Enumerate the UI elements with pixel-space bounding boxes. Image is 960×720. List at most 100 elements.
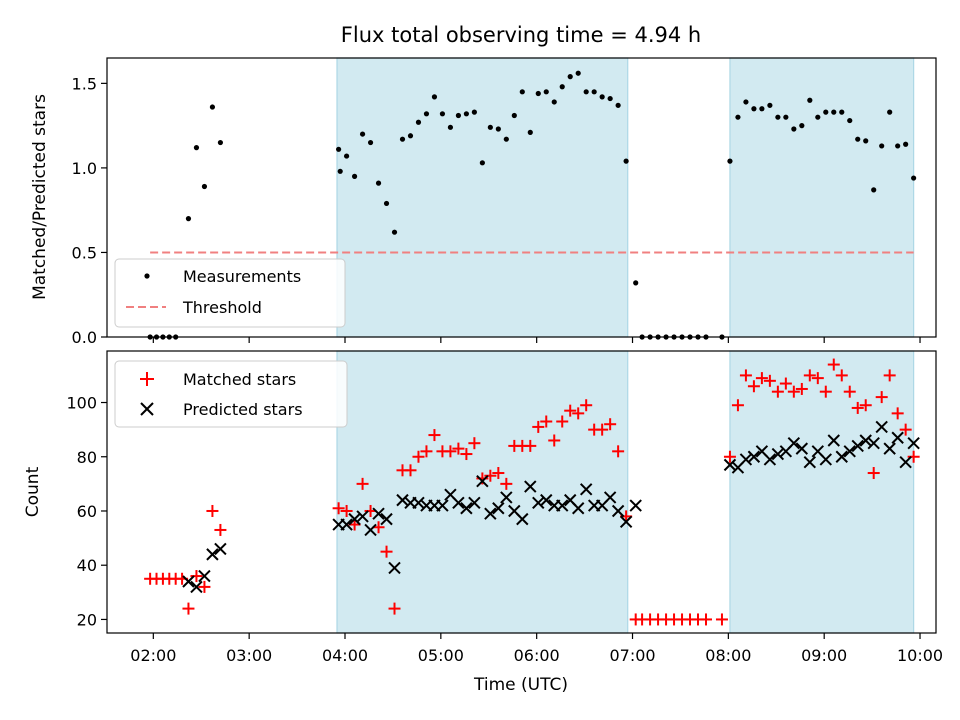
legend-measurements-label: Measurements xyxy=(183,267,301,286)
measurement-point xyxy=(463,111,469,117)
matched-star-point xyxy=(340,504,353,517)
measurement-point xyxy=(887,109,893,115)
predicted-star-point xyxy=(476,474,489,488)
observing-window-shading xyxy=(336,57,915,338)
measurement-point xyxy=(911,175,917,181)
counts-points xyxy=(144,358,920,626)
measurement-point xyxy=(815,114,821,120)
matched-star-point xyxy=(715,613,728,626)
measurement-point xyxy=(839,109,845,115)
shaded-interval-1 xyxy=(336,57,629,338)
predicted-star-point xyxy=(899,455,912,469)
matched-star-point xyxy=(460,448,473,461)
bottom-y-ticks: 20 40 60 80 100 xyxy=(66,394,107,629)
matched-star-point xyxy=(779,377,792,390)
predicted-star-point xyxy=(819,453,832,466)
measurement-point xyxy=(767,102,773,108)
y-tick-label: 1.0 xyxy=(72,159,97,178)
top-y-ticks: 0.0 0.5 1.0 1.5 xyxy=(72,74,107,347)
bottom-axes-frame xyxy=(106,350,937,634)
predicted-star-point xyxy=(412,496,425,510)
matched-star-point xyxy=(380,545,393,558)
predicted-star-point xyxy=(436,499,449,512)
predicted-star-point xyxy=(629,499,642,512)
y-tick-label: 0.5 xyxy=(72,243,97,262)
measurement-point xyxy=(799,123,805,129)
predicted-star-point xyxy=(348,512,361,526)
predicted-star-point xyxy=(556,499,569,512)
measurement-point xyxy=(527,129,533,135)
matched-star-point xyxy=(883,369,896,382)
measurement-point xyxy=(511,112,517,119)
measurement-point xyxy=(201,183,208,190)
shaded-interval-2 xyxy=(729,350,915,634)
top-axes-frame xyxy=(106,57,937,338)
matched-star-point xyxy=(420,445,433,458)
x-tick-label: 05:00 xyxy=(418,646,464,665)
y-tick-label: 80 xyxy=(77,448,97,467)
bottom-y-axis-label: Count xyxy=(23,466,43,517)
measurement-point xyxy=(623,158,629,164)
matched-star-point xyxy=(572,407,585,420)
x-tick-label: 06:00 xyxy=(514,646,560,665)
matched-star-point xyxy=(524,439,537,452)
measurement-point xyxy=(471,109,477,115)
matched-star-point xyxy=(819,385,832,398)
predicted-star-point xyxy=(372,507,385,520)
predicted-star-point xyxy=(452,496,465,510)
measurement-point xyxy=(209,104,216,110)
predicted-star-point xyxy=(619,515,633,529)
y-tick-label: 60 xyxy=(77,502,97,521)
predicted-star-point xyxy=(835,450,848,463)
matched-star-point xyxy=(198,580,211,593)
measurement-point xyxy=(375,180,382,186)
measurement-point xyxy=(735,114,741,120)
top-x-ticks xyxy=(152,337,921,343)
y-tick-label: 100 xyxy=(66,394,97,413)
predicted-star-point xyxy=(364,523,377,537)
measurement-point xyxy=(599,94,605,100)
matched-star-point xyxy=(564,404,577,417)
measurement-point xyxy=(567,74,573,80)
matched-star-point xyxy=(612,445,625,458)
matched-star-point xyxy=(723,450,736,463)
shaded-interval-1 xyxy=(336,350,629,634)
measurement-point xyxy=(743,99,749,105)
y-tick-label: 20 xyxy=(77,610,97,629)
matched-star-point xyxy=(859,399,872,412)
measurement-point xyxy=(847,117,853,124)
matched-star-point xyxy=(452,442,465,455)
matched-star-point xyxy=(795,382,808,395)
matched-star-point xyxy=(811,372,824,385)
predicted-star-point xyxy=(771,447,785,461)
measurement-point xyxy=(503,136,509,142)
matched-star-point xyxy=(739,369,752,382)
matched-star-point xyxy=(532,420,545,433)
x-tick-label: 03:00 xyxy=(226,646,272,665)
matched-star-point xyxy=(755,372,768,385)
predicted-star-point xyxy=(380,512,393,526)
matched-star-point xyxy=(835,369,848,382)
measurement-point xyxy=(879,143,885,149)
legend-measurements-marker xyxy=(144,273,150,279)
measurement-point xyxy=(591,89,597,95)
bottom-legend-box xyxy=(114,360,348,428)
counts-panel: 20 40 60 80 100 02:00 03:00 04:00 05:00 06:00 07:… xyxy=(23,350,943,695)
measurement-point xyxy=(217,139,224,146)
matched-star-point xyxy=(747,380,760,393)
matched-star-point xyxy=(428,429,441,442)
predicted-star-point xyxy=(875,420,888,434)
measurement-point xyxy=(423,111,430,117)
matched-star-point xyxy=(214,523,227,536)
matched-stars-series xyxy=(144,358,920,626)
measurement-point xyxy=(185,216,192,222)
matched-star-point xyxy=(444,445,457,458)
measurement-point xyxy=(559,84,565,90)
predicted-star-point xyxy=(524,480,537,493)
predicted-star-point xyxy=(540,493,553,507)
matched-star-point xyxy=(731,399,744,412)
matched-star-point xyxy=(803,369,816,382)
legend-matched-marker xyxy=(140,372,154,386)
matched-star-point xyxy=(412,450,425,463)
x-tick-label: 08:00 xyxy=(705,646,751,665)
